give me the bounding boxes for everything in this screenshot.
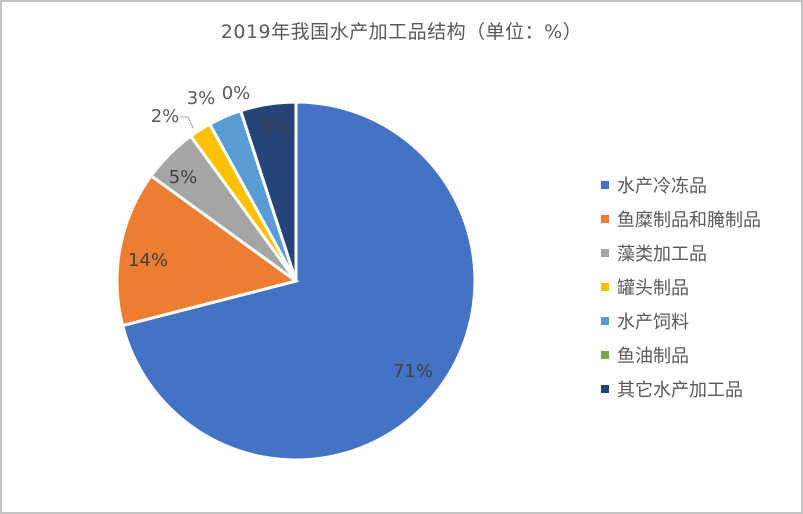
data-label: 5%: [262, 116, 291, 137]
legend-swatch: [601, 181, 609, 189]
data-label: 0%: [222, 83, 251, 104]
legend-label: 其它水产加工品: [617, 380, 743, 401]
legend-item: 水产饲料: [601, 304, 761, 338]
legend-item: 鱼糜制品和腌制品: [601, 202, 761, 236]
data-label: 5%: [169, 167, 198, 188]
legend-item: 其它水产加工品: [601, 372, 761, 406]
legend-label: 水产冷冻品: [617, 176, 707, 197]
pie-slice: [238, 100, 298, 282]
legend-item: 鱼油制品: [601, 338, 761, 372]
legend-item: 藻类加工品: [601, 236, 761, 270]
legend-swatch: [601, 215, 609, 223]
pie-slice: [115, 173, 300, 328]
data-label: 3%: [187, 88, 216, 109]
legend-item: 罐头制品: [601, 270, 761, 304]
pie-slice: [120, 100, 477, 462]
legend-swatch: [601, 351, 609, 359]
legend-swatch: [601, 317, 609, 325]
legend-label: 水产饲料: [617, 312, 689, 333]
data-label: 71%: [393, 361, 433, 382]
legend-label: 鱼糜制品和腌制品: [617, 210, 761, 231]
legend-label: 罐头制品: [617, 278, 689, 299]
legend-item: 水产冷冻品: [601, 168, 761, 202]
legend-swatch: [601, 283, 609, 291]
legend-label: 藻类加工品: [617, 244, 707, 265]
legend: 水产冷冻品 鱼糜制品和腌制品 藻类加工品 罐头制品 水产饲料 鱼油制品 其它水产…: [601, 168, 761, 406]
leader-line: [180, 116, 194, 129]
chart-title: 2019年我国水产加工品结构（单位：%）: [220, 21, 583, 43]
data-label: 14%: [128, 250, 168, 271]
legend-swatch: [601, 249, 609, 257]
legend-label: 鱼油制品: [617, 346, 689, 367]
data-label: 2%: [151, 106, 180, 127]
legend-swatch: [601, 385, 609, 393]
